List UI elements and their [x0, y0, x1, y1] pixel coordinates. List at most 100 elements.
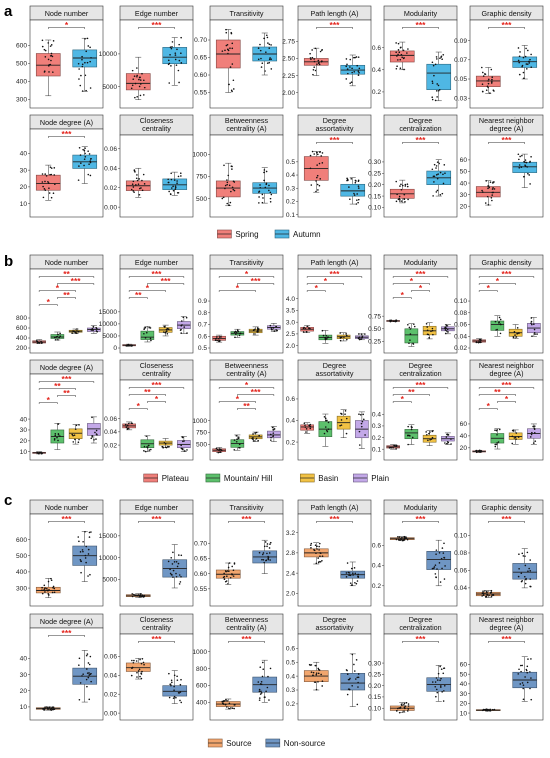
- data-point: [59, 332, 61, 335]
- box-body: [512, 563, 538, 580]
- data-point: [48, 706, 51, 709]
- data-point: [310, 184, 313, 186]
- y-tick-label: 400: [16, 79, 27, 86]
- data-point: [222, 701, 224, 703]
- y-tick-label: 0.04: [454, 585, 467, 592]
- y-tick-label: 0.8: [198, 310, 207, 317]
- data-point: [519, 683, 522, 685]
- data-point: [78, 78, 80, 80]
- y-tick-label: 10: [20, 201, 28, 208]
- data-point: [268, 184, 270, 187]
- data-point: [258, 190, 261, 193]
- y-tick-label: 0.2: [372, 583, 381, 590]
- data-point: [426, 329, 429, 332]
- box-plateau: [472, 338, 486, 344]
- data-point: [262, 559, 265, 561]
- data-point: [317, 561, 320, 564]
- sig-label: **: [243, 401, 250, 411]
- data-point: [258, 434, 260, 437]
- chart-title: Path length (A): [311, 9, 359, 18]
- y-tick-label: 0.3: [372, 423, 381, 430]
- data-point: [318, 545, 320, 548]
- data-point: [235, 333, 237, 335]
- box-plateau: [300, 325, 314, 333]
- data-point: [38, 451, 41, 454]
- data-point: [53, 336, 56, 339]
- data-point: [520, 572, 523, 575]
- data-point: [130, 87, 133, 90]
- data-point: [171, 187, 173, 189]
- data-point: [173, 674, 176, 677]
- data-point: [395, 445, 398, 448]
- data-point: [138, 78, 140, 81]
- data-point: [487, 204, 490, 206]
- data-point: [521, 579, 523, 582]
- data-point: [255, 437, 258, 440]
- y-tick-label: 60: [460, 157, 468, 164]
- data-point: [223, 578, 226, 581]
- data-point: [446, 442, 448, 445]
- data-point: [131, 69, 134, 72]
- data-point: [173, 695, 176, 698]
- y-tick-label: 500: [16, 61, 27, 68]
- data-point: [257, 331, 259, 333]
- y-tick-label: 0.4: [286, 418, 295, 425]
- data-point: [231, 186, 234, 189]
- data-point: [525, 161, 528, 164]
- data-point: [220, 449, 223, 452]
- data-point: [272, 429, 274, 431]
- data-point: [355, 56, 358, 58]
- data-point: [395, 448, 397, 450]
- chart-title: Transitivity: [229, 503, 263, 512]
- data-point: [84, 147, 86, 149]
- data-point: [254, 432, 256, 434]
- legend-a: Spring Autumn: [217, 229, 321, 239]
- data-point: [260, 57, 262, 60]
- data-point: [490, 591, 492, 594]
- data-point: [529, 585, 532, 588]
- chart-title: assortativity: [316, 369, 354, 378]
- data-point: [269, 543, 271, 545]
- data-point: [521, 664, 524, 667]
- data-point: [87, 676, 90, 679]
- data-point: [180, 36, 182, 39]
- data-point: [427, 439, 429, 442]
- y-tick-label: 0.9: [198, 298, 207, 305]
- data-point: [141, 72, 143, 75]
- y-tick-label: 600: [16, 325, 27, 332]
- data-point: [225, 31, 228, 34]
- data-point: [231, 47, 234, 50]
- data-point: [530, 433, 533, 436]
- box-source: [215, 562, 241, 585]
- data-point: [88, 672, 90, 674]
- data-point: [430, 330, 432, 333]
- data-point: [149, 448, 152, 451]
- data-point: [354, 572, 357, 575]
- data-point: [264, 186, 267, 189]
- data-point: [82, 148, 84, 151]
- data-point: [353, 56, 355, 59]
- data-point: [530, 320, 533, 323]
- box-plain: [355, 333, 369, 341]
- data-point: [348, 572, 351, 574]
- data-point: [233, 189, 236, 192]
- data-point: [270, 327, 273, 329]
- data-point: [42, 185, 44, 188]
- data-point: [183, 326, 186, 328]
- chart-title: Closeness: [140, 116, 174, 125]
- data-point: [485, 708, 488, 711]
- data-point: [90, 157, 92, 160]
- data-point: [431, 436, 434, 439]
- data-point: [131, 593, 134, 595]
- box-mountain-hill: [404, 424, 419, 446]
- y-tick-label: 40: [460, 180, 468, 187]
- data-point: [132, 186, 135, 188]
- data-point: [77, 330, 80, 333]
- data-point: [491, 708, 494, 711]
- data-point: [529, 578, 532, 580]
